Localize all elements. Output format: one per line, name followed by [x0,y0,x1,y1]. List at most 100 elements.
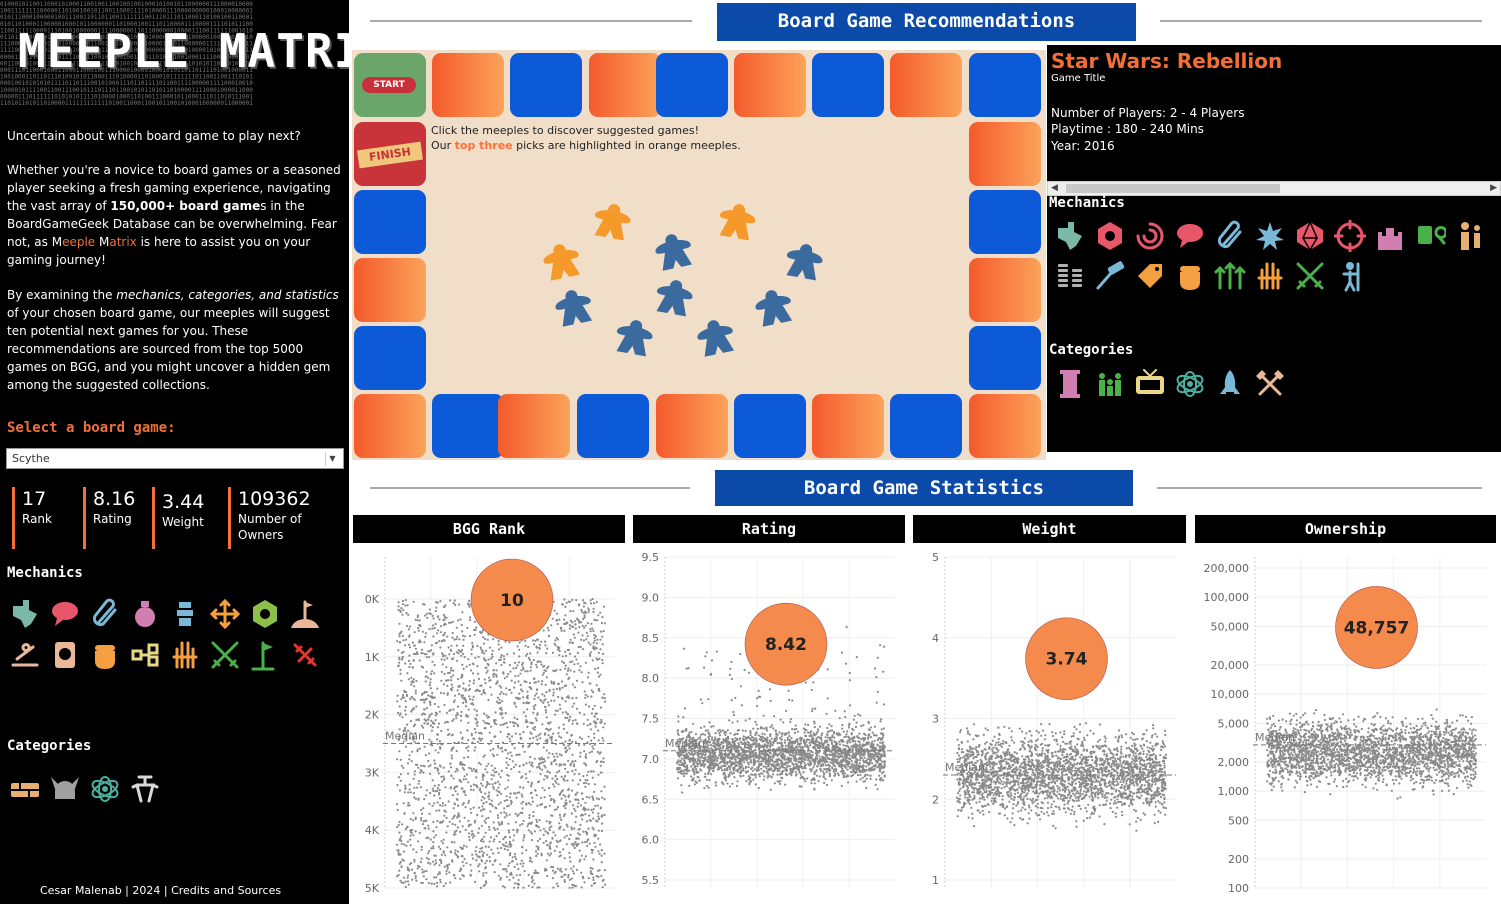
sidebar-mechanics-row-2 [8,638,322,672]
median-label: Median [665,737,705,750]
board-instructions-line-1: Click the meeples to discover suggested … [431,124,699,137]
meeple-5[interactable] [781,239,827,285]
sidebar: 0100010110011000101000110010011001001001… [0,0,349,904]
board-tile [890,394,962,458]
y-tick-label: 8.5 [642,632,660,645]
highlight-value-label: 8.42 [765,635,807,655]
flowchart-icon [128,638,162,672]
y-tick-label: 2 [932,793,939,806]
scrollbar-thumb[interactable] [1066,184,1280,193]
swirl-icon [1133,219,1167,253]
highlight-bubble[interactable] [744,602,828,686]
kpi-owners-label: Number of Owners [238,512,302,542]
y-tick-label: 6.0 [642,834,660,847]
pillar-icon [1053,367,1087,401]
hex-grid-icon [1093,219,1127,253]
highlight-value-label: 48,757 [1344,618,1410,638]
meeple-6[interactable] [550,284,597,331]
board-tile [656,394,728,458]
svg-text:100111111110000011010010010110: 1001111111100000110100100101100110001111… [0,8,253,15]
speech-bubble-icon [1173,219,1207,253]
svg-text:000111011000100011000110001001: 0001110110001000110001100010011100001000… [0,67,253,74]
flag-hill-icon [288,597,322,631]
scroll-right-arrow-icon[interactable]: ▶ [1490,183,1497,193]
board-tile [969,326,1041,390]
price-tag-icon [1133,259,1167,293]
board-tile [498,394,570,458]
burst-icon [1253,219,1287,253]
board-instructions-line-2: Our top three picks are highlighted in o… [431,139,741,152]
kpi-rank-value: 17 [22,488,47,510]
viking-helmet-icon [48,772,82,806]
median-label: Median [945,761,985,774]
paperclip-icon [1213,219,1247,253]
game-select-dropdown[interactable]: Scythe ▼ [6,448,344,469]
money-bag-icon [128,597,162,631]
scroll-left-arrow-icon[interactable]: ◀ [1051,183,1058,193]
detail-categories-heading: Categories [1049,342,1134,358]
kpi-weight: 3.44 Weight [152,487,204,549]
y-tick-label: 20,000 [1211,659,1250,672]
y-tick-label: 2,000 [1218,756,1250,769]
divider [370,20,692,22]
y-tick-label: 7.0 [642,753,660,766]
board-instructions: Click the meeples to discover suggested … [431,123,741,153]
family-icon [1093,367,1127,401]
board-tile [656,53,728,117]
kpi-weight-label: Weight [162,515,204,529]
sidebar-categories-heading: Categories [7,738,92,754]
atom-icon [88,772,122,806]
y-tick-label: 50,000 [1211,620,1250,633]
intro-question: Uncertain about which board game to play… [7,129,301,143]
y-tick-label: 1K [365,651,380,664]
svg-text:100100011011011101001010110001: 1001000110110111010010101100011101000011… [0,74,253,81]
speech-bubble-icon [48,597,82,631]
highlight-value-label: 10 [500,591,524,611]
panel-rating-title: Rating [633,515,905,543]
svg-text:000100101010101111011011100101: 0001001010101011110110111001010001110110… [0,80,253,87]
up-arrows-icon [1213,259,1247,293]
detail-mechanics-row-1 [1053,219,1487,253]
highlight-bubble[interactable] [1335,586,1418,669]
board-tile [510,53,582,117]
hammer-icon [1093,259,1127,293]
y-tick-label: 3K [365,766,380,779]
texas-map-icon [1053,219,1087,253]
bgg-rank-chart: 0K 1K 2K 3K 4K 5K Median 10 [365,557,615,895]
svg-text:110011111000011101001000000111: 1100111110000111010010000001111000000110… [0,27,253,34]
chevron-down-icon[interactable]: ▼ [325,452,339,466]
divider [1157,487,1482,489]
y-tick-label: 100,000 [1204,591,1250,604]
credits-link[interactable]: Cesar Malenab | 2024 | Credits and Sourc… [40,884,282,897]
highlight-value-label: 3.74 [1046,650,1088,670]
highlight-bubble[interactable] [1025,617,1108,701]
bricks-icon [8,772,42,806]
detail-playtime: Playtime : 180 - 240 Mins [1051,122,1204,136]
meeple-top-3[interactable] [714,199,760,245]
svg-text:010001011001100010100011001001: 0100010110011000101000110010011001001001… [0,1,253,8]
meeple-10[interactable] [692,314,739,361]
y-tick-label: 8.0 [642,672,660,685]
board-tile [589,53,661,117]
card-face-icon [48,638,82,672]
farmer-icon [1333,259,1367,293]
statistics-title: Board Game Statistics [715,470,1133,506]
svg-text:111100101000011000111001111011: 1111001010000110001110011110111111011000… [0,47,253,54]
board-tile [577,394,649,458]
meeple-8[interactable] [750,284,797,331]
coin-stacks-icon [1053,259,1087,293]
kpi-owners-value: 109362 [238,488,311,510]
y-tick-label: 200 [1228,853,1249,866]
highlight-bubble[interactable] [470,558,554,642]
magnifier-cards-icon [1413,219,1447,253]
meeple-9[interactable] [611,315,657,361]
kpi-owners: 109362 Number of Owners [228,487,328,549]
detail-horizontal-scrollbar[interactable]: ◀ ▶ [1047,181,1501,196]
game-detail-panel: Star Wars: Rebellion Game Title Number o… [1047,45,1501,452]
panel-bgg-rank: BGG Rank 0K 1K 2K 3K 4K 5K Median 10 [353,515,625,904]
meeple-top-1[interactable] [589,199,635,245]
meeple-top-2[interactable] [538,238,585,285]
svg-text:111000111001011101000010011001: 1110001110010111010000100110010110100011… [0,41,253,48]
meeple-4[interactable] [650,228,697,275]
meeple-7[interactable] [651,275,697,321]
